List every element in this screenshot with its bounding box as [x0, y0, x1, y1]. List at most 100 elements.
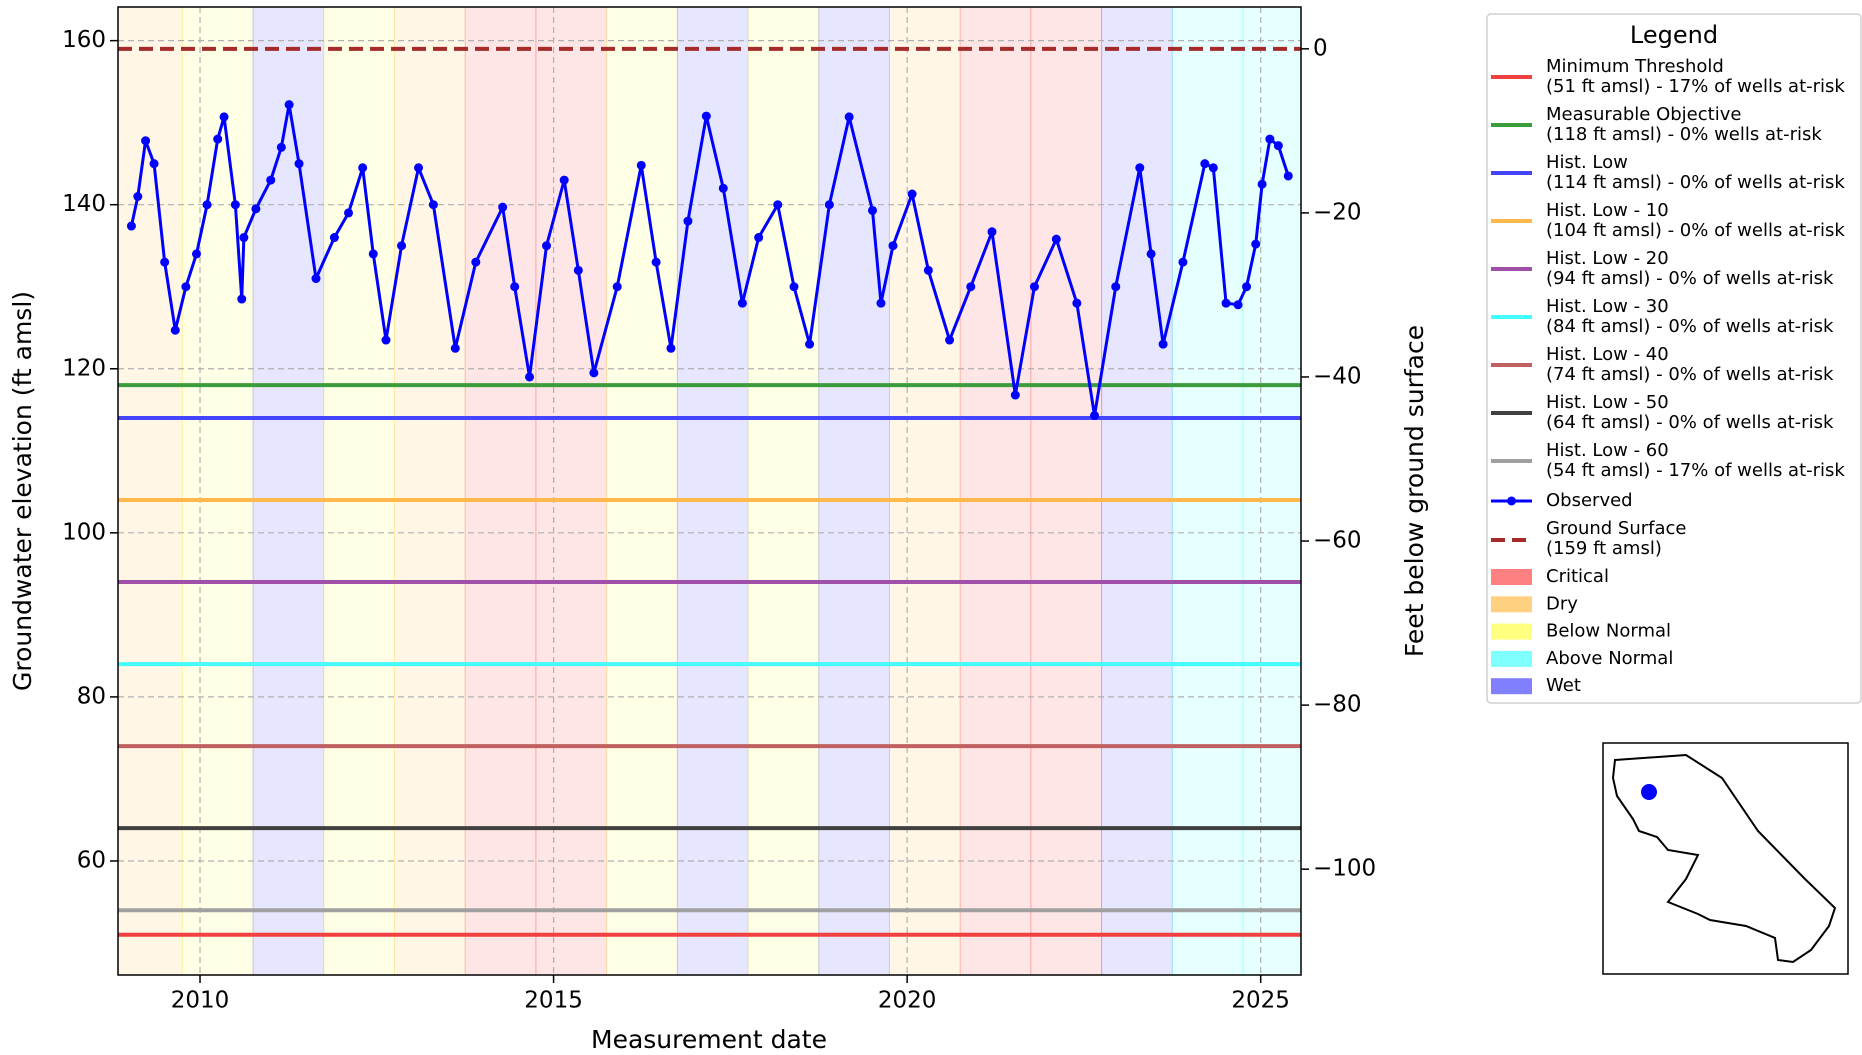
- year-band: [535, 7, 608, 975]
- y-tick-label: 160: [62, 27, 106, 53]
- legend-label: Above Normal: [1546, 648, 1673, 669]
- observed-point: [1221, 298, 1231, 308]
- legend-label: Hist. Low - 50: [1546, 392, 1669, 413]
- observed-point: [876, 298, 886, 308]
- observed-point: [1283, 171, 1293, 181]
- legend-patch: [1491, 569, 1532, 585]
- x-axis-label: Measurement date: [591, 1025, 827, 1054]
- observed-point: [1158, 339, 1168, 349]
- legend-label: Observed: [1546, 490, 1633, 511]
- observed-point: [450, 343, 460, 353]
- observed-point: [213, 134, 223, 144]
- observed-point: [701, 111, 711, 121]
- observed-point: [294, 159, 304, 169]
- x-tick-label: 2010: [171, 988, 230, 1014]
- observed-point: [160, 257, 170, 267]
- legend-label: Below Normal: [1546, 621, 1671, 642]
- observed-point: [149, 159, 159, 169]
- observed-point: [1200, 159, 1210, 169]
- observed-point: [414, 163, 424, 173]
- legend-label: Dry: [1546, 593, 1578, 614]
- observed-point: [498, 202, 508, 212]
- observed-point: [1111, 282, 1121, 292]
- observed-point: [239, 233, 249, 243]
- x-tick-label: 2015: [524, 988, 583, 1014]
- y-tick-label: 120: [62, 355, 106, 381]
- legend-detail: (84 ft amsl) - 0% of wells at-risk: [1546, 316, 1834, 337]
- legend-detail: (94 ft amsl) - 0% of wells at-risk: [1546, 268, 1834, 289]
- year-band: [676, 7, 749, 975]
- observed-point: [1251, 239, 1261, 249]
- observed-point: [737, 298, 747, 308]
- observed-point: [202, 200, 212, 210]
- y2-tick-label: −40: [1313, 363, 1362, 389]
- observed-point: [276, 142, 286, 152]
- region-outline: [1611, 753, 1837, 964]
- legend-detail: (104 ft amsl) - 0% of wells at-risk: [1546, 220, 1845, 241]
- year-band: [118, 7, 183, 975]
- observed-point: [219, 112, 229, 122]
- observed-point: [1273, 141, 1283, 151]
- year-band: [464, 7, 537, 975]
- observed-point: [397, 241, 407, 251]
- legend-label: Hist. Low - 40: [1546, 344, 1669, 365]
- legend-label: Hist. Low - 20: [1546, 248, 1669, 269]
- observed-point: [559, 175, 569, 185]
- x-tick-label: 2020: [878, 988, 937, 1014]
- year-band: [1242, 7, 1301, 975]
- observed-point: [266, 175, 276, 185]
- observed-point: [284, 100, 294, 110]
- legend-label: Hist. Low: [1546, 152, 1628, 173]
- observed-point: [718, 183, 728, 193]
- legend-label: Critical: [1546, 566, 1609, 587]
- legend-patch: [1491, 596, 1532, 613]
- observed-point: [1010, 390, 1020, 400]
- y2-axis-label: Feet below ground surface: [1400, 325, 1429, 657]
- observed-point: [1233, 300, 1243, 310]
- observed-point: [381, 335, 391, 345]
- y2-tick-label: −20: [1313, 199, 1362, 225]
- year-band: [181, 7, 254, 975]
- observed-point: [907, 189, 917, 199]
- observed-point: [573, 265, 583, 275]
- observed-point: [1029, 282, 1039, 292]
- observed-point: [428, 200, 438, 210]
- observed-point: [966, 282, 976, 292]
- observed-point: [230, 200, 240, 210]
- plot-frame: [117, 6, 1302, 976]
- y-tick-label: 80: [77, 683, 106, 709]
- legend-detail: (114 ft amsl) - 0% of wells at-risk: [1546, 172, 1845, 193]
- observed-point: [844, 112, 854, 122]
- legend-detail: (74 ft amsl) - 0% of wells at-risk: [1546, 364, 1834, 385]
- legend-patch: [1491, 650, 1532, 667]
- observed-point: [666, 343, 676, 353]
- legend-detail: (64 ft amsl) - 0% of wells at-risk: [1546, 412, 1834, 433]
- observed-point: [1265, 134, 1275, 144]
- legend-detail: (159 ft amsl): [1546, 538, 1662, 559]
- observed-point: [368, 249, 378, 259]
- legend-detail: (54 ft amsl) - 17% of wells at-risk: [1546, 460, 1845, 481]
- y2-tick-label: −80: [1313, 692, 1362, 718]
- observed-point: [589, 368, 599, 378]
- observed-point: [987, 227, 997, 237]
- observed-point: [358, 163, 368, 173]
- y2-tick-label: 0: [1313, 35, 1328, 61]
- observed-point: [1208, 163, 1218, 173]
- legend-label: Ground Surface: [1546, 518, 1687, 539]
- observed-point: [1090, 411, 1100, 421]
- legend-label: Hist. Low - 30: [1546, 296, 1669, 317]
- year-band: [959, 7, 1032, 975]
- observed-point: [1072, 298, 1082, 308]
- well-location: [1641, 784, 1657, 800]
- legend-patch: [1491, 623, 1532, 640]
- legend-patch: [1491, 678, 1532, 695]
- observed-point: [525, 372, 535, 382]
- observed-point: [754, 233, 764, 243]
- year-band: [1030, 7, 1103, 975]
- observed-point: [191, 249, 201, 259]
- observed-point: [636, 160, 646, 170]
- legend-label: Measurable Objective: [1546, 104, 1741, 125]
- plot-area: [118, 7, 1301, 975]
- observed-point: [683, 216, 693, 226]
